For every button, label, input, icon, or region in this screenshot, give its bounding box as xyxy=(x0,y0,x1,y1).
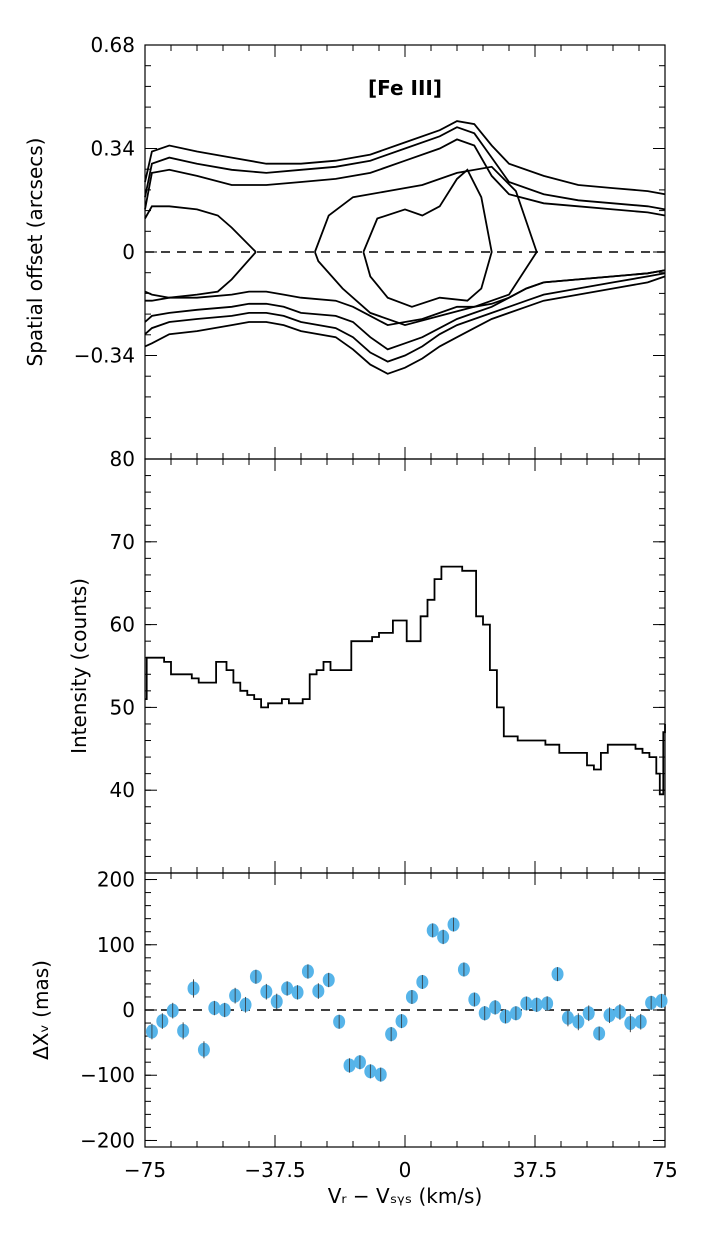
y-tick-label: −200 xyxy=(80,1128,135,1152)
y-tick-label: 80 xyxy=(110,447,135,471)
y-tick-label: 100 xyxy=(97,933,135,957)
intensity-ticks: 80 70 60 50 40 xyxy=(110,447,666,874)
x-tick-label: 75 xyxy=(652,1158,677,1182)
x-tick-label: 37.5 xyxy=(513,1158,558,1182)
contour-c9 xyxy=(144,269,666,351)
x-tick-label: −37.5 xyxy=(244,1158,305,1182)
intensity-ylabel: Intensity (counts) xyxy=(67,578,91,754)
y-tick-label: 200 xyxy=(97,868,135,892)
y-tick-label: 0.68 xyxy=(90,33,135,57)
intensity-panel: Intensity (counts) 80 70 60 50 40 xyxy=(67,447,666,874)
offset-ticks: 200 100 0 −100 −200 −75 −37.5 0 37.5 75 xyxy=(80,868,678,1182)
intensity-panel-frame xyxy=(144,458,666,874)
contour-c7 xyxy=(362,168,493,308)
y-tick-label: −0.34 xyxy=(74,344,135,368)
y-tick-label: 0.34 xyxy=(90,137,135,161)
contour-c10 xyxy=(144,272,666,363)
x-axis-label: Vᵣ − Vₛᵧₛ (km/s) xyxy=(328,1184,483,1208)
contour-ylabel: Spatial offset (arcsecs) xyxy=(23,138,47,367)
offset-panel: ΔXᵥ (mas) 200 100 0 −100 −200 −75 −37.5 0 37.5 75… xyxy=(29,868,678,1208)
intensity-series-line xyxy=(145,565,666,796)
y-tick-label: 50 xyxy=(110,695,135,719)
contour-lines xyxy=(144,120,666,375)
contour-ticks: 0.68 0.34 0 −0.34 xyxy=(74,33,666,460)
y-tick-label: 0 xyxy=(122,998,135,1022)
contour-c2 xyxy=(144,126,666,211)
contour-c11 xyxy=(144,275,666,375)
contour-c1 xyxy=(144,120,666,196)
x-tick-label: 0 xyxy=(399,1158,412,1182)
y-tick-label: 70 xyxy=(110,530,135,554)
offset-ylabel: ΔXᵥ (mas) xyxy=(29,960,53,1060)
contour-c4 xyxy=(144,205,257,253)
contour-panel: [Fe III] Spatial offset (arcsecs) 0.680.… xyxy=(23,33,666,460)
contour-panel-label: [Fe III] xyxy=(368,76,442,100)
contour-c6 xyxy=(314,165,538,327)
contour-c5 xyxy=(144,251,257,299)
contour-c3 xyxy=(144,138,666,217)
intensity-line xyxy=(145,565,666,796)
y-tick-label: 60 xyxy=(110,613,135,637)
y-tick-label: 40 xyxy=(110,778,135,802)
offset-points xyxy=(145,917,668,1082)
y-tick-label: 0 xyxy=(122,240,135,264)
y-tick-label: −100 xyxy=(80,1063,135,1087)
x-tick-label: −75 xyxy=(124,1158,166,1182)
